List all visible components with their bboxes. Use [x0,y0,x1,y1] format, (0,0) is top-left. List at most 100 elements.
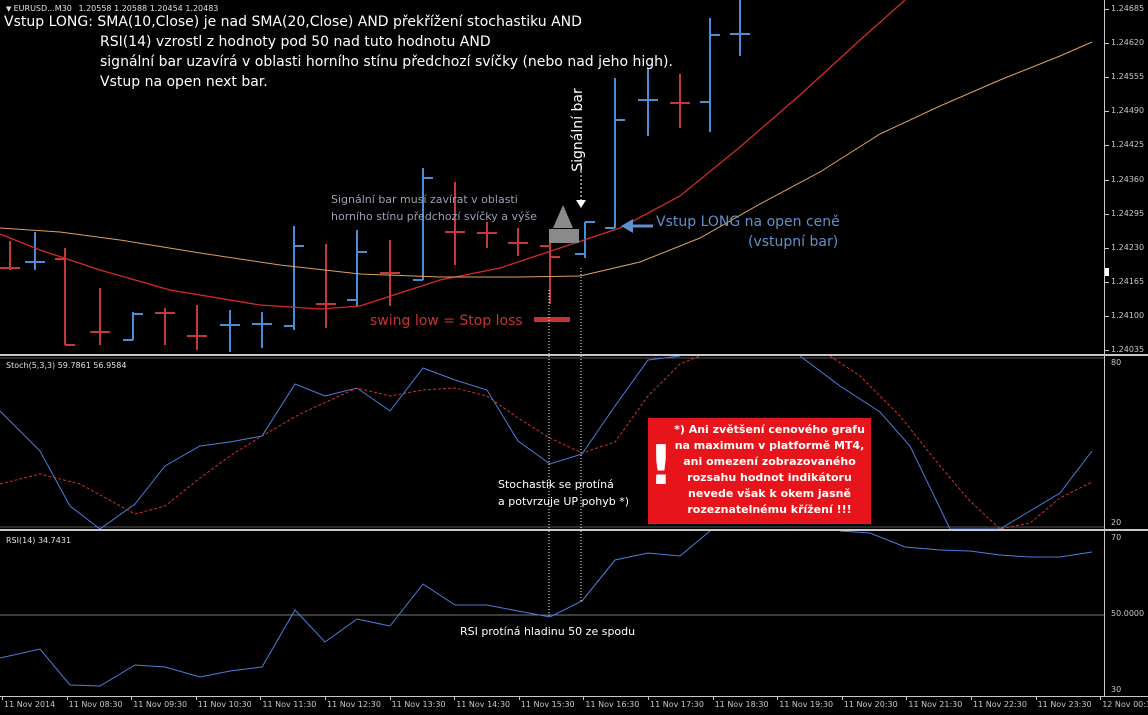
time-tick-label: 11 Nov 09:30 [133,700,188,709]
rsi-level-50: 50.0000 [1111,609,1145,618]
price-axis[interactable]: 1.24685 1.24620 1.24555 1.24490 1.24425 1.243… [1104,0,1148,354]
entry-label-line-1: Vstup LONG na open ceně [656,214,840,230]
warning-text: *) Ani zvětšení cenového grafu na maximu… [668,422,871,518]
time-tick-label: 11 Nov 19:30 [779,700,834,709]
time-tick [583,697,585,700]
up-arrow-base-icon [549,229,579,243]
warning-box: ! *) Ani zvětšení cenového grafu na maxi… [648,418,871,524]
time-tick [906,697,908,700]
rsi-line [0,531,1093,687]
symbol-icon: ▼ [6,5,14,13]
main-price-chart[interactable] [0,0,1104,354]
entry-arrow-icon [621,219,633,233]
pane-separator-2 [0,529,1148,531]
time-tick [1035,697,1037,700]
rsi-level-30: 30 [1111,685,1122,694]
stoch-signal-line [0,356,1093,529]
price-tick [1105,281,1109,283]
time-tick-label: 11 Nov 14:30 [456,700,511,709]
warning-line: rozeznatelnému křížení !!! [687,503,852,516]
time-tick-label: 11 Nov 23:30 [1037,700,1092,709]
warning-line: rozsahu hodnot indikátoru [687,471,852,484]
chart-header: ▼ EURUSD...M30 1.20558 1.20588 1.20454 1… [6,4,218,13]
price-tick-label: 1.24295 [1111,208,1145,218]
time-tick [260,697,262,700]
time-tick-label: 11 Nov 08:30 [68,700,123,709]
stop-loss-label: swing low = Stop loss [370,313,523,329]
up-arrow-icon [553,205,573,228]
price-tick-label: 1.24165 [1111,276,1145,286]
time-tick-label: 11 Nov 18:30 [714,700,769,709]
time-tick [389,697,391,700]
price-tick [1105,77,1109,79]
time-tick [777,697,779,700]
stoch-main-line [0,356,1093,529]
rsi-pane[interactable] [0,531,1104,696]
rsi-note: RSI protíná hladinu 50 ze spodu [460,625,636,638]
time-tick-label: 11 Nov 17:30 [650,700,704,709]
time-tick [454,697,456,700]
entry-label-line-2: (vstupní bar) [748,234,839,250]
time-tick [1100,697,1102,700]
time-tick-label: 11 Nov 2014 [4,700,56,709]
stochastic-pane[interactable] [0,356,1104,529]
symbol-timeframe: EURUSD...M30 [13,4,72,13]
time-tick [195,697,197,700]
stoch-level-80: 80 [1111,358,1122,367]
ohlc-values: 1.20558 1.20588 1.20454 1.20483 [78,4,219,13]
rsi-level-70: 70 [1111,533,1122,542]
time-tick [841,697,843,700]
price-chart-canvas[interactable] [0,0,1104,354]
time-tick [66,697,68,700]
warning-line: *) Ani zvětšení cenového grafu [674,423,865,436]
time-tick [518,697,520,700]
stop-loss-marker [534,317,570,322]
price-tick [1105,145,1109,147]
signal-bar-vertical-label: Signální bar [570,88,586,172]
price-tick-label: 1.24620 [1111,38,1145,48]
price-tick [1105,179,1109,181]
rule-line-2: RSI(14) vzrostl z hodnoty pod 50 nad tut… [100,34,491,50]
time-tick-label: 11 Nov 13:30 [391,700,446,709]
price-tick-label: 1.24685 [1111,4,1145,13]
time-tick-label: 11 Nov 16:30 [585,700,640,709]
time-tick [648,697,649,700]
price-tick-label: 1.24230 [1111,242,1145,252]
time-tick-label: 11 Nov 21:30 [908,700,963,709]
time-axis[interactable]: 11 Nov 2014 11 Nov 08:30 11 Nov 09:30 11 No… [0,696,1148,715]
time-tick-label: 11 Nov 12:30 [327,700,381,709]
stochastic-label: Stoch(5,3,3) 59.7861 56.9584 [6,361,127,370]
signal-note-line-2: horního stínu předchozí svíčky a výše [331,210,537,223]
warning-line: na maximum v platformě MT4, [674,439,865,452]
time-tick-label: 11 Nov 11:30 [262,700,317,709]
price-tick-label: 1.24555 [1111,72,1145,82]
time-tick-label: 11 Nov 22:30 [973,700,1027,709]
warning-exclamation-icon: ! [648,434,674,497]
stoch-note-line-1: Stochastik se protíná [498,478,614,491]
stochastic-canvas[interactable] [0,356,1104,529]
price-tick-label: 1.24100 [1111,310,1145,320]
time-tick [325,697,326,700]
sma20-line [0,41,1093,278]
rule-line-3: signální bar uzavírá v oblasti horního s… [100,54,673,70]
price-tick-label: 1.24490 [1111,106,1145,116]
stoch-note-line-2: a potvrzuje UP pohyb *) [498,495,630,508]
rsi-canvas[interactable] [0,531,1104,696]
time-tick-label: 11 Nov 20:30 [843,700,898,709]
stoch-level-20: 20 [1111,518,1122,527]
rsi-label: RSI(14) 34.7431 [6,536,72,545]
price-tick [1105,111,1109,113]
stochastic-axis[interactable]: 80 20 [1104,356,1148,529]
price-tick-label: 1.24035 [1111,345,1145,354]
price-tick [1105,247,1109,249]
rsi-axis[interactable]: 70 50.0000 30 [1104,531,1148,696]
signal-arrow-icon [576,200,586,208]
rule-line-1: Vstup LONG: SMA(10,Close) je nad SMA(20,… [4,14,582,30]
time-tick [131,697,133,700]
time-tick [971,697,972,700]
warning-line: nevede však k okem jasně [688,487,851,500]
signal-note-line-1: Signální bar musí zavírat v oblasti [331,193,518,206]
price-tick-label: 1.24425 [1111,140,1145,150]
current-price-marker [1105,268,1109,276]
price-tick [1105,350,1109,351]
